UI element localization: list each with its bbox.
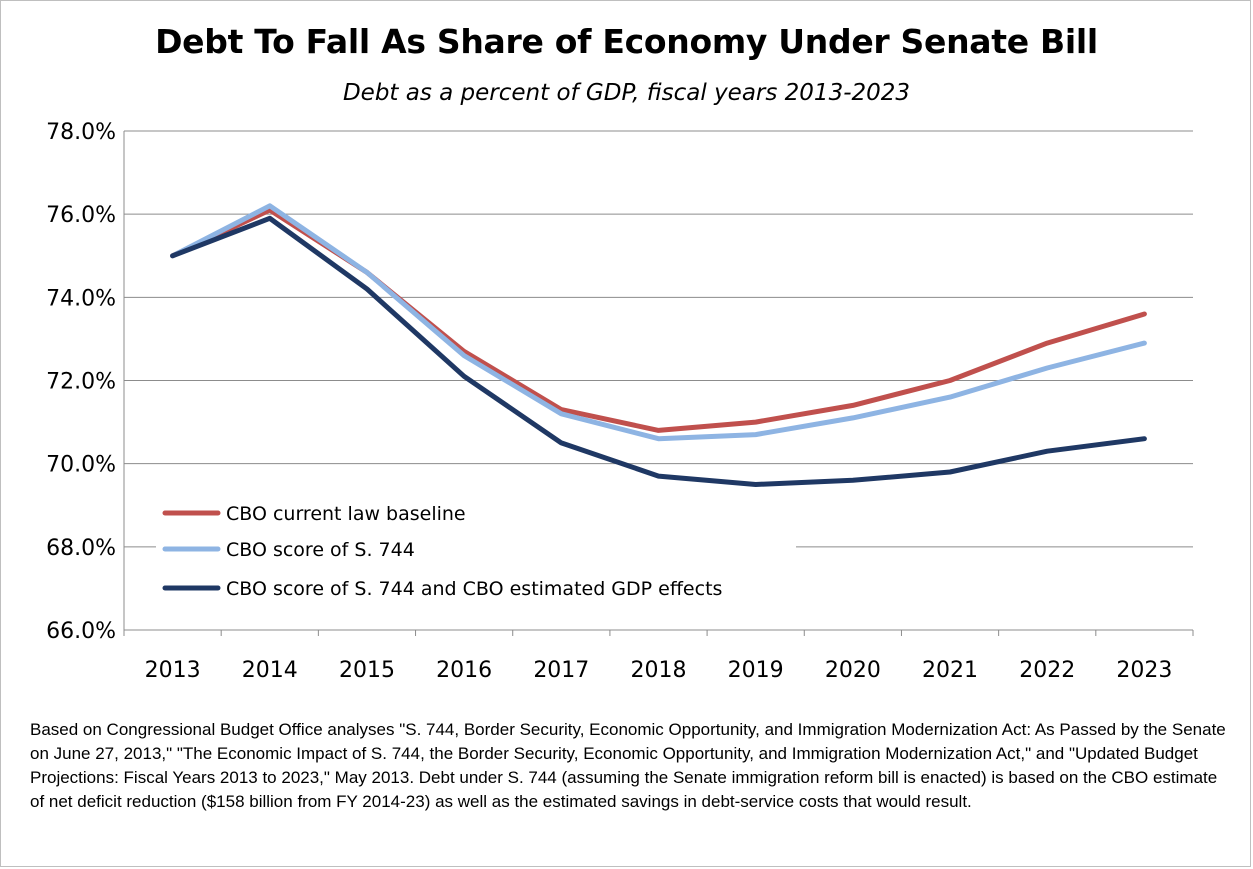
gridlines bbox=[124, 130, 1193, 548]
x-tick-label: 2022 bbox=[1019, 658, 1075, 683]
series-line-1 bbox=[170, 207, 1147, 433]
x-tick-label: 2019 bbox=[728, 658, 784, 683]
y-tick-label: 74.0% bbox=[46, 286, 116, 311]
x-tick-label: 2021 bbox=[922, 658, 978, 683]
x-tick-label: 2015 bbox=[339, 658, 395, 683]
x-tick-label: 2014 bbox=[242, 658, 298, 683]
series-lines bbox=[170, 203, 1147, 487]
x-tick-label: 2020 bbox=[825, 658, 881, 683]
legend-label: CBO score of S. 744 and CBO estimated GD… bbox=[226, 578, 722, 600]
x-tick-label: 2023 bbox=[1116, 658, 1172, 683]
x-tick-label: 2016 bbox=[436, 658, 492, 683]
y-tick-label: 76.0% bbox=[46, 203, 116, 228]
y-tick-label: 78.0% bbox=[46, 120, 116, 145]
legend-background bbox=[156, 490, 796, 605]
legend-label: CBO current law baseline bbox=[226, 503, 466, 525]
y-tick-label: 66.0% bbox=[46, 619, 116, 644]
y-tick-label: 68.0% bbox=[46, 536, 116, 561]
legend: CBO current law baseline CBO score of S. … bbox=[156, 490, 796, 605]
source-footnote: Based on Congressional Budget Office ana… bbox=[30, 720, 1226, 811]
series-line-3 bbox=[170, 215, 1147, 487]
series-line-2 bbox=[170, 203, 1147, 442]
y-tick-label: 72.0% bbox=[46, 370, 116, 395]
chart-subtitle: Debt as a percent of GDP, fiscal years 2… bbox=[342, 80, 911, 106]
legend-label: CBO score of S. 744 bbox=[226, 539, 415, 561]
axes: 66.0% 68.0% 70.0% 72.0% 74.0% 76.0% 78.0% 2013 2… bbox=[46, 120, 1194, 683]
x-tick-label: 2018 bbox=[631, 658, 687, 683]
x-tick-label: 2013 bbox=[145, 658, 201, 683]
y-tick-label: 70.0% bbox=[46, 453, 116, 478]
chart-title: Debt To Fall As Share of Economy Under S… bbox=[155, 22, 1098, 61]
x-tick-label: 2017 bbox=[533, 658, 589, 683]
